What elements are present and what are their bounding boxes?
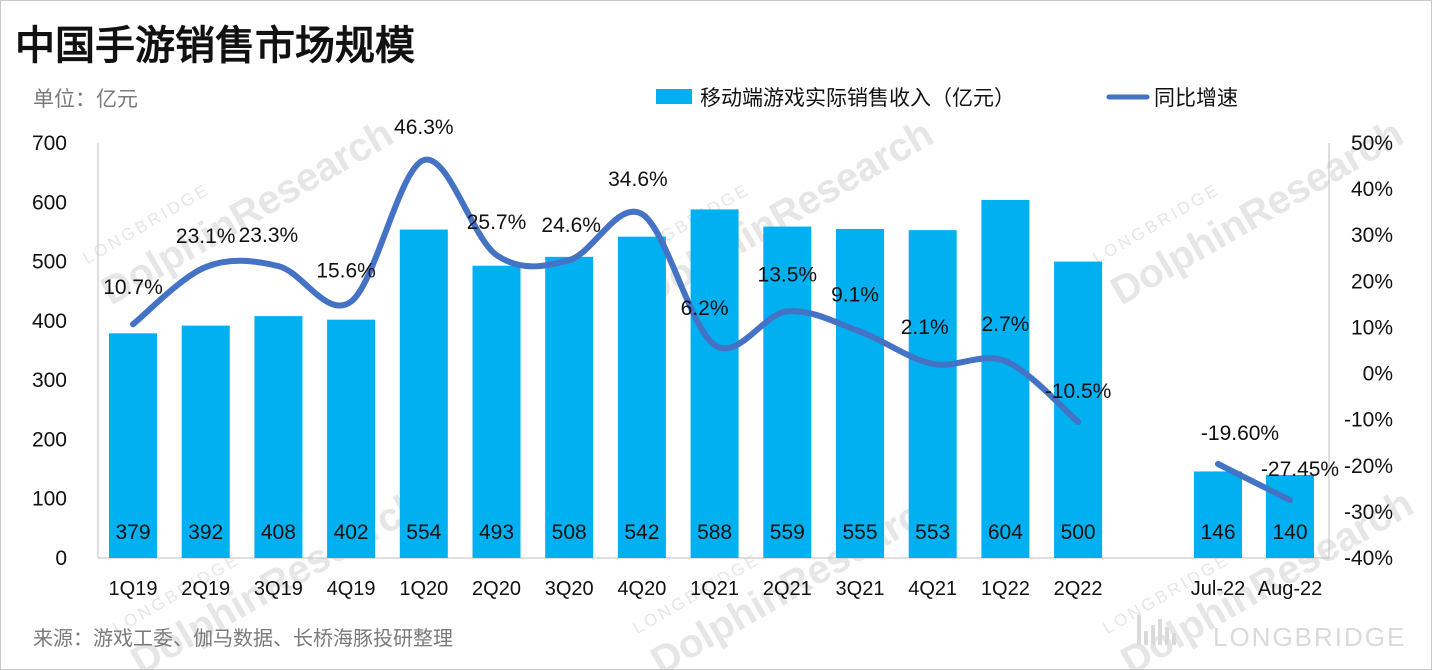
line-data-label: 2.1% [901, 316, 949, 339]
x-tick-label: 1Q19 [109, 578, 158, 600]
bar [690, 209, 739, 558]
bar-data-label: 604 [988, 521, 1023, 544]
line-data-label: -27.45% [1261, 458, 1339, 481]
bar [545, 256, 594, 558]
bar [1194, 471, 1242, 558]
bar-data-label: 555 [842, 521, 877, 544]
bar [327, 319, 376, 558]
line-data-label: 9.1% [831, 284, 879, 307]
x-tick-label: 2Q20 [472, 578, 521, 600]
brand-logo: LONGBRIDGE [1137, 615, 1406, 652]
right-tick-label: 20% [1351, 270, 1393, 293]
x-tick-label: 1Q20 [399, 578, 448, 600]
bar-data-label: 554 [406, 521, 441, 544]
line-data-label: 25.7% [467, 211, 527, 234]
bar-data-label: 542 [624, 521, 659, 544]
line-data-label: -19.60% [1201, 422, 1279, 445]
line-data-label: 23.1% [176, 225, 236, 248]
bar-data-label: 379 [115, 521, 150, 544]
left-tick-label: 600 [32, 191, 67, 214]
x-tick-label: Jul-22 [1191, 578, 1245, 600]
line-path [1215, 460, 1293, 504]
bar-data-label: 392 [188, 521, 223, 544]
x-tick-label: 1Q21 [690, 578, 739, 600]
bar [908, 230, 957, 558]
x-tick-label: 2Q22 [1054, 578, 1103, 600]
legend-bar-swatch [656, 89, 692, 104]
bar [109, 333, 157, 558]
right-tick-label: -10% [1344, 409, 1393, 432]
x-tick-label: 4Q19 [327, 578, 376, 600]
line-data-label: 24.6% [541, 214, 601, 237]
brand-text: LONGBRIDGE [1213, 622, 1406, 652]
bar [981, 199, 1030, 558]
bar-data-label: 553 [915, 521, 950, 544]
line-series: 10.7% 23.1% 23.3% 15.6% 46.3% 25.7% 24.6% 34.6%… [103, 116, 1339, 504]
line-data-label: 13.5% [758, 263, 818, 286]
x-tick-label: 3Q20 [545, 578, 594, 600]
left-tick-label: 500 [32, 251, 67, 274]
left-tick-label: 700 [32, 132, 67, 155]
chart-title: 中国手游销售市场规模 [15, 24, 415, 68]
bar-data-label: 500 [1061, 521, 1096, 544]
axes: 0 100 200 300 400 500 600 700 -40% -30% -20% -10% 0%… [32, 132, 1393, 600]
right-tick-label: 10% [1351, 316, 1393, 339]
x-tick-label: 2Q19 [181, 578, 230, 600]
unit-label: 单位：亿元 [33, 88, 138, 111]
line-data-label: 15.6% [316, 260, 376, 283]
bar-data-label: 508 [552, 521, 587, 544]
line-data-label: 46.3% [394, 116, 454, 139]
right-tick-label: -30% [1344, 501, 1393, 524]
x-tick-label: 1Q22 [981, 578, 1030, 600]
left-tick-label: 400 [32, 310, 67, 333]
line-data-label: 6.2% [681, 297, 729, 320]
bar [836, 228, 884, 558]
legend-line-label: 同比增速 [1154, 87, 1238, 110]
right-tick-label: 40% [1351, 178, 1393, 201]
bar [254, 316, 303, 558]
bar-data-label: 559 [770, 521, 805, 544]
right-tick-label: -20% [1344, 455, 1393, 478]
bar [1266, 475, 1314, 558]
bar [472, 265, 521, 558]
right-tick-label: -40% [1344, 547, 1393, 570]
left-tick-label: 200 [32, 428, 67, 451]
right-tick-label: 50% [1351, 132, 1393, 155]
bar [617, 236, 666, 558]
bar-data-label: 588 [697, 521, 732, 544]
left-tick-label: 300 [32, 369, 67, 392]
x-tick-label: 3Q19 [254, 578, 303, 600]
bar [181, 325, 230, 558]
bar-data-label: 402 [334, 521, 369, 544]
bar [399, 229, 448, 559]
x-tick-label: Aug-22 [1258, 578, 1323, 600]
bar [763, 226, 812, 559]
line-data-label: -10.5% [1045, 380, 1112, 403]
bar-data-label: 493 [479, 521, 514, 544]
left-tick-label: 0 [55, 547, 67, 570]
line-path [130, 156, 1082, 425]
line-data-label: 23.3% [239, 224, 299, 247]
right-tick-label: 30% [1351, 224, 1393, 247]
bar-data-label: 146 [1200, 521, 1235, 544]
bar-data-label: 140 [1272, 521, 1307, 544]
x-tick-label: 4Q20 [617, 578, 666, 600]
source-note: 来源：游戏工委、伽马数据、长桥海豚投研整理 [33, 627, 453, 650]
x-tick-label: 2Q21 [763, 578, 812, 600]
legend-bar-label: 移动端游戏实际销售收入（亿元） [700, 87, 1015, 110]
line-data-label: 10.7% [103, 276, 163, 299]
legend: 移动端游戏实际销售收入（亿元） 同比增速 [656, 87, 1238, 110]
left-tick-label: 100 [32, 488, 67, 511]
right-tick-label: 0% [1363, 363, 1393, 386]
bar-data-label: 408 [261, 521, 296, 544]
line-data-label: 34.6% [608, 168, 668, 191]
line-data-label: 2.7% [981, 313, 1029, 336]
x-tick-label: 4Q21 [908, 578, 957, 600]
x-tick-label: 3Q21 [836, 578, 885, 600]
bar-series: 379 392 408 402 554 493 508 542 588 559 555 553 604 5… [109, 199, 1314, 559]
